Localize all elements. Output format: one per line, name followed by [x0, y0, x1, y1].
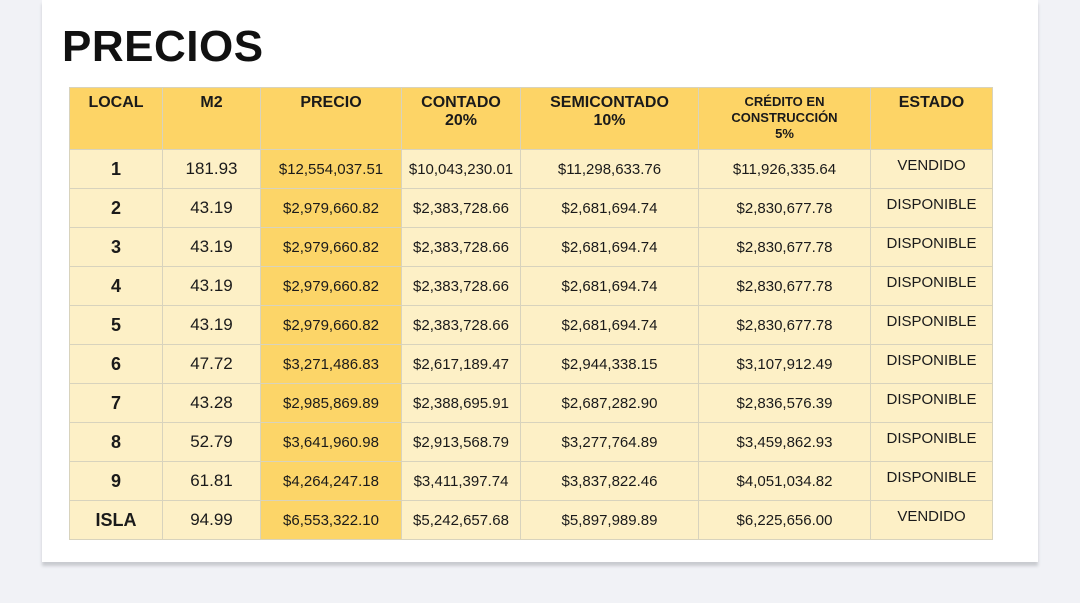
table-row: 6 47.72 $3,271,486.83 $2,617,189.47 $2,944,3…	[69, 344, 993, 384]
table-body: 1 181.93 $12,554,037.51 $10,043,230.01 $11,2…	[69, 149, 993, 540]
table-cell: $2,836,576.39	[698, 383, 871, 423]
table-cell: $2,830,677.78	[698, 188, 871, 228]
table-cell: $2,383,728.66	[401, 227, 521, 267]
table-cell: $3,459,862.93	[698, 422, 871, 462]
table-cell: 94.99	[162, 500, 261, 540]
header-row: LOCAL M2 PRECIO CONTADO 20% SEMICONTADO 10% C…	[69, 87, 993, 150]
table-cell: 47.72	[162, 344, 261, 384]
table-cell: 43.19	[162, 305, 261, 345]
table-cell: $2,979,660.82	[260, 188, 402, 228]
table-cell: $2,979,660.82	[260, 227, 402, 267]
table-cell: $11,298,633.76	[520, 149, 699, 189]
table-cell: $2,681,694.74	[520, 305, 699, 345]
table-row: 8 52.79 $3,641,960.98 $2,913,568.79 $3,277,7…	[69, 422, 993, 462]
table-cell: DISPONIBLE	[870, 461, 993, 501]
table-cell: DISPONIBLE	[870, 422, 993, 462]
table-cell: VENDIDO	[870, 149, 993, 189]
table-cell: $2,985,869.89	[260, 383, 402, 423]
table-cell: $6,553,322.10	[260, 500, 402, 540]
table-cell: $3,271,486.83	[260, 344, 402, 384]
table-cell: DISPONIBLE	[870, 188, 993, 228]
table-cell: $6,225,656.00	[698, 500, 871, 540]
table-cell: $3,837,822.46	[520, 461, 699, 501]
table-cell: $2,383,728.66	[401, 305, 521, 345]
table-row: 2 43.19 $2,979,660.82 $2,383,728.66 $2,681,6…	[69, 188, 993, 228]
table-cell: $2,830,677.78	[698, 227, 871, 267]
table-cell: $2,383,728.66	[401, 188, 521, 228]
table-cell: $2,913,568.79	[401, 422, 521, 462]
table-cell: 43.19	[162, 227, 261, 267]
title: PRECIOS	[62, 22, 264, 71]
table-cell: 43.19	[162, 188, 261, 228]
column-header: M2	[162, 87, 261, 150]
table-cell: 1	[69, 149, 163, 189]
table-cell: 6	[69, 344, 163, 384]
column-header: SEMICONTADO 10%	[520, 87, 699, 150]
table-cell: 3	[69, 227, 163, 267]
table-cell: $2,388,695.91	[401, 383, 521, 423]
table-cell: $11,926,335.64	[698, 149, 871, 189]
table-row: ISLA 94.99 $6,553,322.10 $5,242,657.68 $5,89…	[69, 500, 993, 540]
table-cell: $5,242,657.68	[401, 500, 521, 540]
table-cell: $2,681,694.74	[520, 188, 699, 228]
column-header: CRÉDITO EN CONSTRUCCIÓN 5%	[698, 87, 871, 150]
table-cell: 181.93	[162, 149, 261, 189]
table-cell: 8	[69, 422, 163, 462]
table-cell: 61.81	[162, 461, 261, 501]
table-row: 9 61.81 $4,264,247.18 $3,411,397.74 $3,837,8…	[69, 461, 993, 501]
table-cell: ISLA	[69, 500, 163, 540]
table-cell: 4	[69, 266, 163, 306]
table-cell: DISPONIBLE	[870, 266, 993, 306]
table-cell: $3,411,397.74	[401, 461, 521, 501]
table-row: 3 43.19 $2,979,660.82 $2,383,728.66 $2,681,6…	[69, 227, 993, 267]
table-cell: $5,897,989.89	[520, 500, 699, 540]
table-cell: VENDIDO	[870, 500, 993, 540]
table-cell: $2,681,694.74	[520, 266, 699, 306]
table-cell: DISPONIBLE	[870, 383, 993, 423]
table-cell: 2	[69, 188, 163, 228]
table-row: 5 43.19 $2,979,660.82 $2,383,728.66 $2,681,6…	[69, 305, 993, 345]
table-cell: $12,554,037.51	[260, 149, 402, 189]
table-row: 1 181.93 $12,554,037.51 $10,043,230.01 $11,2…	[69, 149, 993, 189]
table-cell: $2,687,282.90	[520, 383, 699, 423]
table-cell: $2,830,677.78	[698, 305, 871, 345]
column-header: PRECIO	[260, 87, 402, 150]
table-cell: $2,681,694.74	[520, 227, 699, 267]
table-cell: DISPONIBLE	[870, 344, 993, 384]
table-cell: $2,830,677.78	[698, 266, 871, 306]
table-cell: 43.19	[162, 266, 261, 306]
table-cell: $2,944,338.15	[520, 344, 699, 384]
price-table: LOCAL M2 PRECIO CONTADO 20% SEMICONTADO 10% C…	[69, 87, 993, 540]
table-cell: 7	[69, 383, 163, 423]
table-cell: $3,107,912.49	[698, 344, 871, 384]
table-cell: DISPONIBLE	[870, 227, 993, 267]
column-header: CONTADO 20%	[401, 87, 521, 150]
table-cell: $2,979,660.82	[260, 305, 402, 345]
table-cell: DISPONIBLE	[870, 305, 993, 345]
table-cell: $3,277,764.89	[520, 422, 699, 462]
table-cell: $10,043,230.01	[401, 149, 521, 189]
table-cell: 9	[69, 461, 163, 501]
table-cell: 43.28	[162, 383, 261, 423]
table-cell: $4,051,034.82	[698, 461, 871, 501]
table-cell: 5	[69, 305, 163, 345]
column-header: LOCAL	[69, 87, 163, 150]
column-header: ESTADO	[870, 87, 993, 150]
table-row: 7 43.28 $2,985,869.89 $2,388,695.91 $2,687,2…	[69, 383, 993, 423]
table-cell: $4,264,247.18	[260, 461, 402, 501]
table-cell: 52.79	[162, 422, 261, 462]
table-cell: $2,383,728.66	[401, 266, 521, 306]
table-cell: $2,617,189.47	[401, 344, 521, 384]
table-cell: $3,641,960.98	[260, 422, 402, 462]
table-row: 4 43.19 $2,979,660.82 $2,383,728.66 $2,681,6…	[69, 266, 993, 306]
table-cell: $2,979,660.82	[260, 266, 402, 306]
